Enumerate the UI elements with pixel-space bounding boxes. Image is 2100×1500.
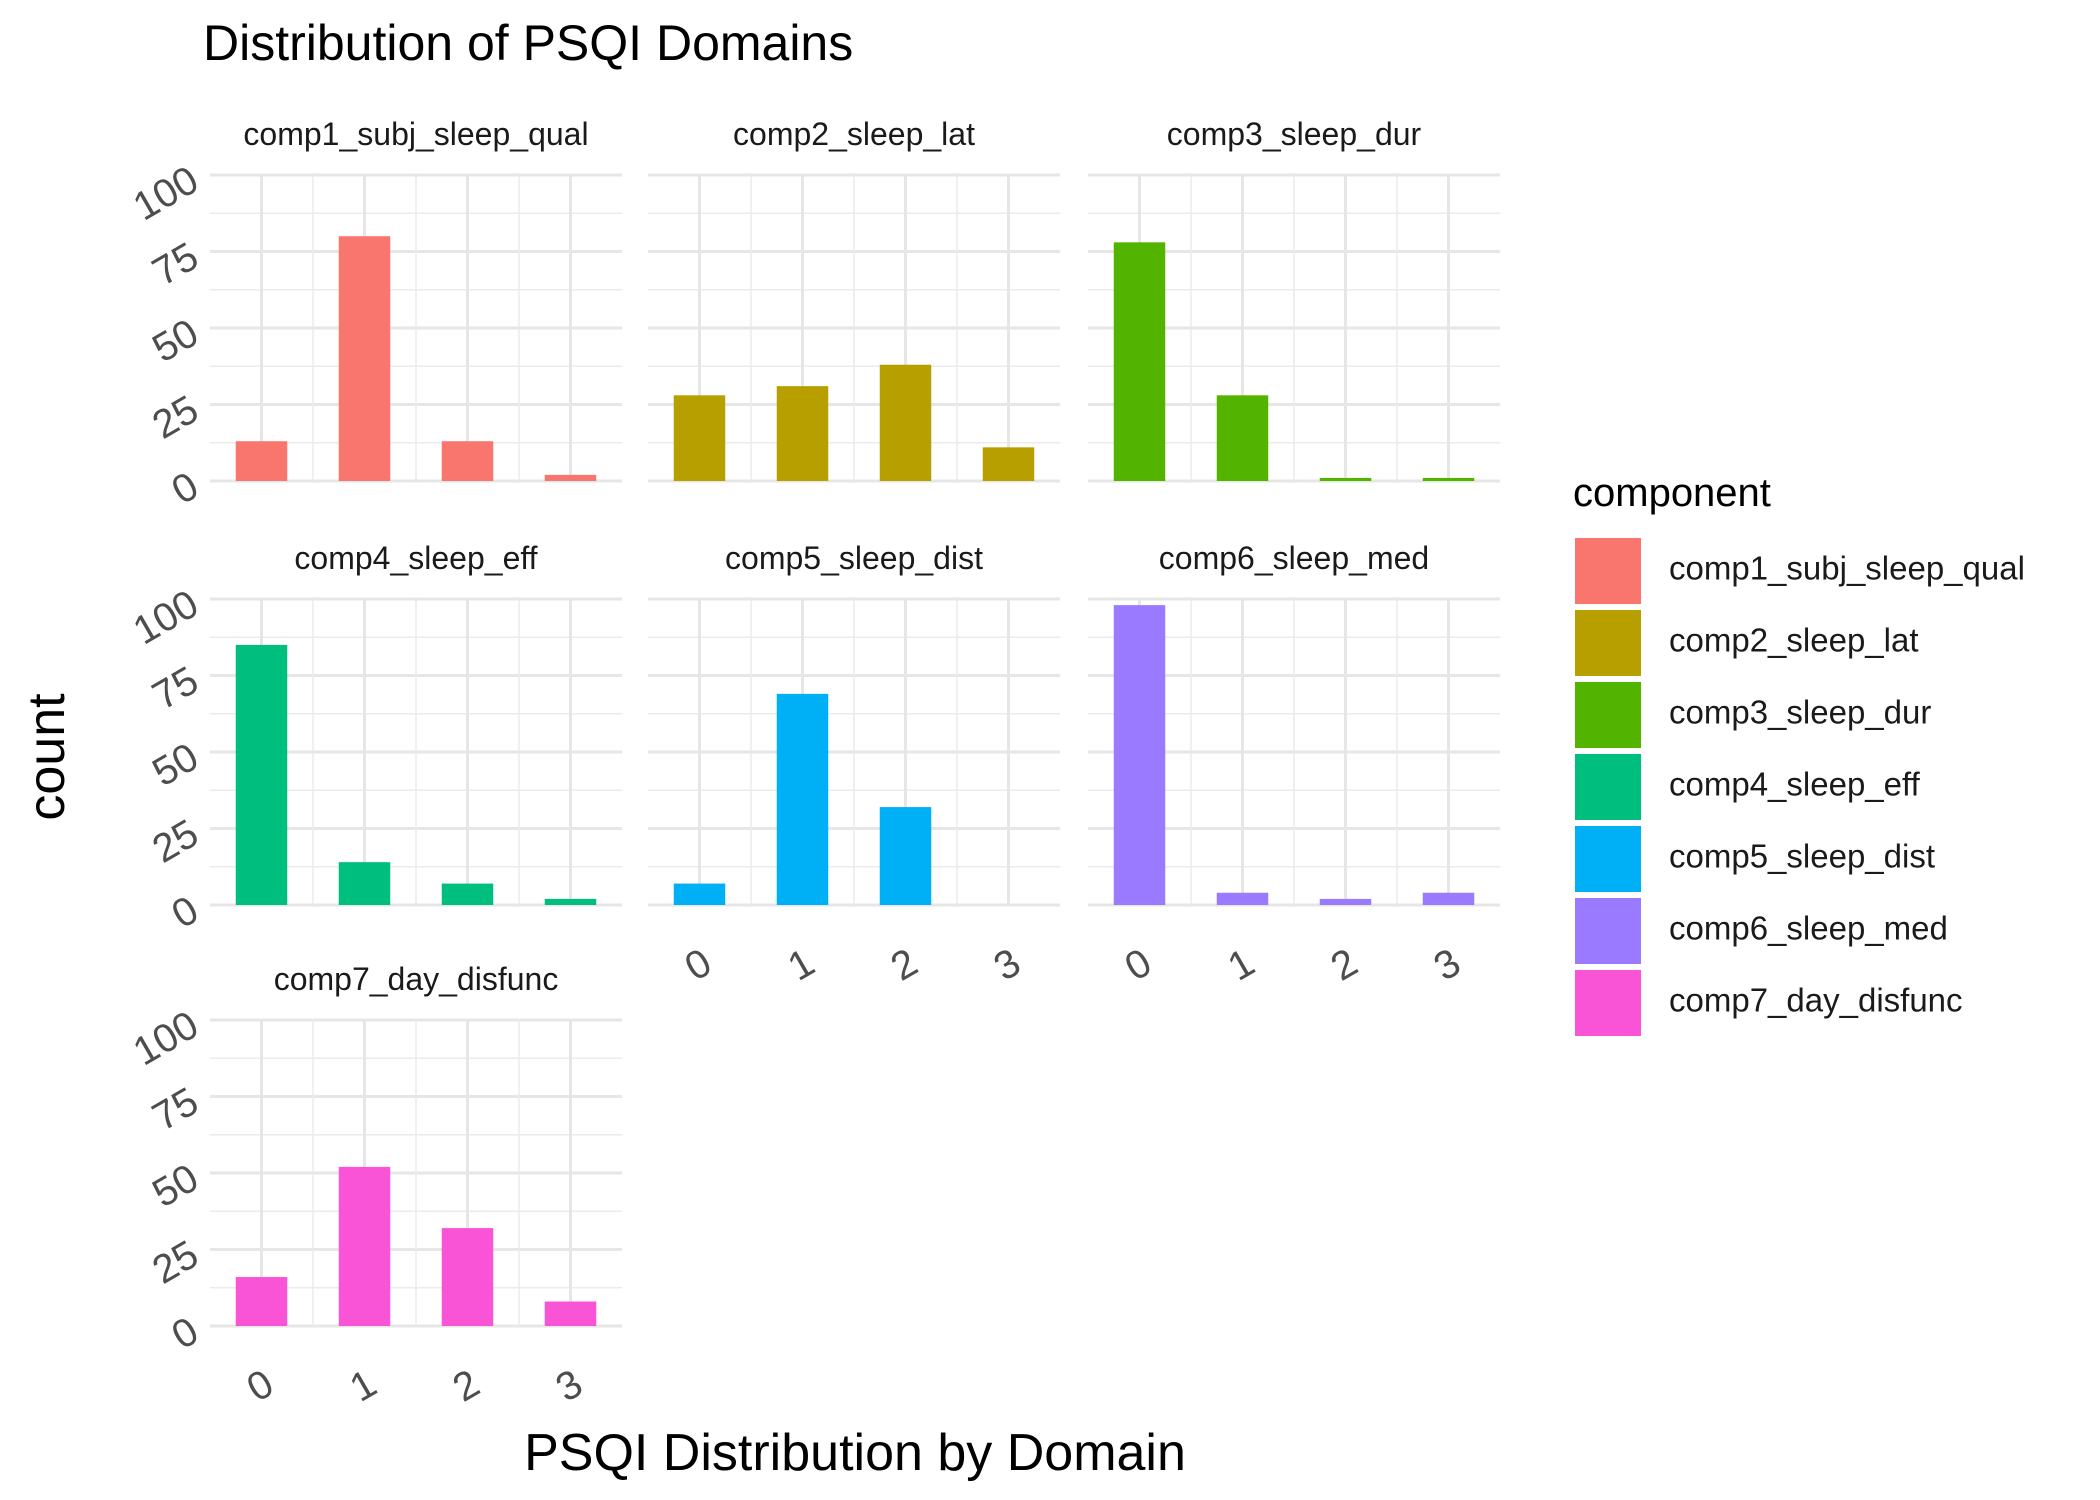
x-tick-label: 1 — [343, 1361, 384, 1410]
bar-comp1_subj_sleep_qual-0 — [235, 441, 288, 481]
facet-panel: comp3_sleep_dur — [1088, 116, 1500, 483]
bar-comp7_day_disfunc-3 — [544, 1301, 597, 1326]
legend-label: comp7_day_disfunc — [1669, 982, 1963, 1019]
facet-strip-label: comp1_subj_sleep_qual — [243, 116, 588, 152]
legend: component comp1_subj_sleep_qual comp2_sle… — [1573, 471, 2025, 1036]
bar-comp7_day_disfunc-2 — [441, 1228, 494, 1326]
y-tick-label: 0 — [165, 1309, 206, 1358]
x-tick-label: 3 — [987, 940, 1028, 989]
bar-comp2_sleep_lat-0 — [673, 395, 726, 481]
legend-label: comp4_sleep_eff — [1669, 766, 1921, 803]
facet-panel: comp6_sleep_med 0 1 2 3 — [1088, 540, 1500, 990]
bar-comp4_sleep_eff-1 — [338, 862, 391, 905]
bar-comp1_subj_sleep_qual-3 — [544, 474, 597, 481]
bar-comp4_sleep_eff-2 — [441, 883, 494, 905]
bar-comp4_sleep_eff-3 — [544, 898, 597, 905]
y-tick-label: 75 — [145, 234, 206, 294]
facet-strip-label: comp6_sleep_med — [1159, 540, 1429, 576]
y-tick-label: 50 — [145, 735, 206, 795]
y-tick-label: 100 — [126, 158, 206, 229]
bar-comp6_sleep_med-2 — [1319, 898, 1372, 905]
bar-comp6_sleep_med-3 — [1422, 892, 1475, 905]
bar-comp7_day_disfunc-0 — [235, 1277, 288, 1326]
bar-comp2_sleep_lat-3 — [982, 447, 1035, 481]
x-tick-label: 3 — [1427, 940, 1468, 989]
x-tick-label: 0 — [678, 940, 719, 989]
x-tick-label: 1 — [781, 940, 822, 989]
x-tick-label: 1 — [1221, 940, 1262, 989]
facet-panels: comp1_subj_sleep_qual0255075100comp2_sle… — [126, 116, 1500, 1411]
y-tick-label: 50 — [145, 1156, 206, 1216]
bar-comp5_sleep_dist-2 — [879, 807, 932, 905]
y-tick-label: 25 — [145, 1232, 206, 1292]
legend-title: component — [1573, 471, 1771, 515]
legend-key-comp1_subj_sleep_qual — [1575, 538, 1641, 604]
bar-comp5_sleep_dist-0 — [673, 883, 726, 905]
bar-comp5_sleep_dist-1 — [776, 693, 829, 905]
facet-panel: comp5_sleep_dist 0 1 2 3 — [648, 540, 1060, 990]
facet-strip-label: comp2_sleep_lat — [733, 116, 975, 152]
y-tick-label: 75 — [145, 658, 206, 718]
x-tick-label: 2 — [446, 1361, 487, 1410]
bar-comp2_sleep_lat-1 — [776, 386, 829, 481]
x-tick-label: 0 — [1118, 940, 1159, 989]
bar-comp1_subj_sleep_qual-1 — [338, 236, 391, 481]
bar-comp2_sleep_lat-2 — [879, 364, 932, 481]
y-axis-title: count — [18, 693, 76, 821]
bar-comp7_day_disfunc-1 — [338, 1166, 391, 1326]
legend-label: comp3_sleep_dur — [1669, 694, 1931, 731]
chart-title: Distribution of PSQI Domains — [203, 15, 853, 71]
bar-comp3_sleep_dur-2 — [1319, 477, 1372, 481]
facet-strip-label: comp3_sleep_dur — [1167, 116, 1422, 152]
legend-label: comp5_sleep_dist — [1669, 838, 1935, 875]
bar-comp3_sleep_dur-1 — [1216, 395, 1269, 481]
y-tick-label: 75 — [145, 1079, 206, 1139]
bar-comp6_sleep_med-0 — [1113, 605, 1166, 905]
facet-panel: comp2_sleep_lat — [648, 116, 1060, 483]
legend-key-comp5_sleep_dist — [1575, 826, 1641, 892]
y-tick-label: 100 — [126, 1003, 206, 1074]
legend-key-comp7_day_disfunc — [1575, 970, 1641, 1036]
facet-strip-label: comp5_sleep_dist — [725, 540, 983, 576]
facet-strip-label: comp4_sleep_eff — [294, 540, 537, 576]
x-tick-label: 2 — [1324, 940, 1365, 989]
y-tick-label: 50 — [145, 311, 206, 371]
bar-comp4_sleep_eff-0 — [235, 644, 288, 905]
legend-key-comp3_sleep_dur — [1575, 682, 1641, 748]
facet-strip-label: comp7_day_disfunc — [274, 961, 559, 997]
x-tick-label: 2 — [884, 940, 925, 989]
y-tick-label: 100 — [126, 582, 206, 653]
y-tick-label: 0 — [165, 888, 206, 937]
x-tick-label: 3 — [549, 1361, 590, 1410]
y-tick-label: 0 — [165, 464, 206, 513]
bar-comp3_sleep_dur-0 — [1113, 242, 1166, 481]
legend-label: comp1_subj_sleep_qual — [1669, 550, 2025, 587]
legend-key-comp4_sleep_eff — [1575, 754, 1641, 820]
legend-key-comp2_sleep_lat — [1575, 610, 1641, 676]
legend-key-comp6_sleep_med — [1575, 898, 1641, 964]
legend-label: comp2_sleep_lat — [1669, 622, 1919, 659]
y-tick-label: 25 — [145, 387, 206, 447]
bar-comp6_sleep_med-1 — [1216, 892, 1269, 905]
bar-comp3_sleep_dur-3 — [1422, 477, 1475, 481]
legend-label: comp6_sleep_med — [1669, 910, 1948, 947]
x-axis-title: PSQI Distribution by Domain — [524, 1424, 1186, 1482]
x-tick-label: 0 — [240, 1361, 281, 1410]
bar-comp1_subj_sleep_qual-2 — [441, 441, 494, 481]
y-tick-label: 25 — [145, 811, 206, 871]
